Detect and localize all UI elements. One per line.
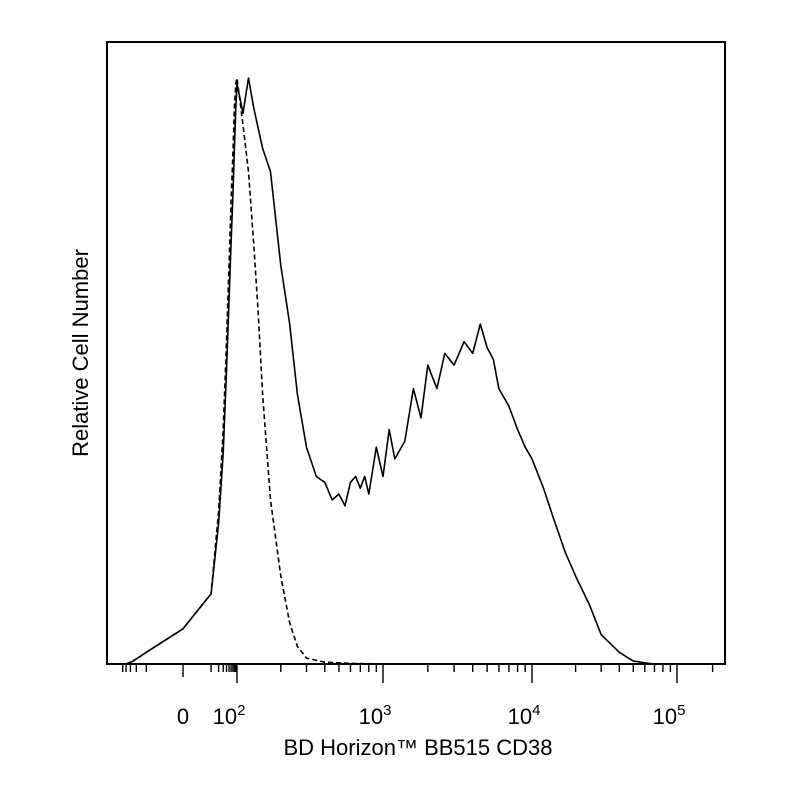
x-tick-label: 0 <box>177 704 189 729</box>
plot-area-frame <box>106 41 726 665</box>
x-tick-label: 102 <box>213 702 246 729</box>
series-solid-line <box>108 77 724 665</box>
y-axis-label: Relative Cell Number <box>68 249 93 457</box>
x-axis-tick-labels: 0 102 103 104 105 <box>177 702 686 729</box>
x-tick-label: 103 <box>359 702 392 729</box>
series-dashed-line <box>108 77 724 665</box>
x-axis-ticks <box>121 665 714 683</box>
x-tick-label: 105 <box>653 702 686 729</box>
x-axis-label: BD Horizon™ BB515 CD38 <box>283 735 552 760</box>
x-tick-label: 104 <box>508 702 541 729</box>
series-group <box>108 77 724 665</box>
